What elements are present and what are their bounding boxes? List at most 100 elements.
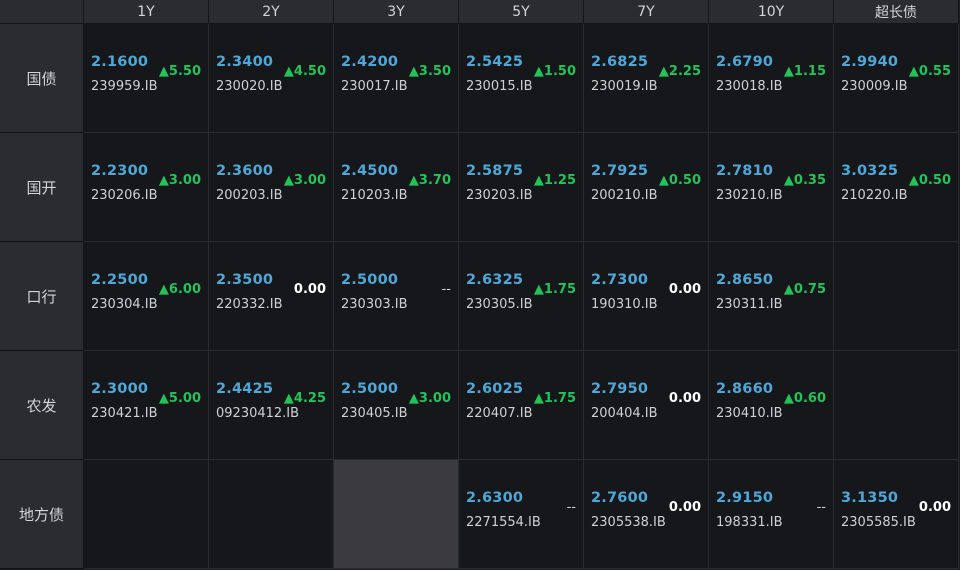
bond-code: 220407.IB <box>466 406 533 421</box>
change-value: ▲6.00 <box>158 282 201 297</box>
quote-cell-r2-1y[interactable]: 2.2500 230304.IB ▲6.00 <box>84 242 209 351</box>
column-header-10y[interactable]: 10Y <box>709 0 834 24</box>
change-value: ▲2.25 <box>658 64 701 79</box>
column-header-3y[interactable]: 3Y <box>334 0 459 24</box>
bond-code: 2271554.IB <box>466 515 541 530</box>
quote-cell-r0-3y[interactable]: 2.4200 230017.IB ▲3.50 <box>334 24 459 133</box>
yield-value: 2.1600 <box>91 54 149 70</box>
quote-cell-r0-1y[interactable]: 2.1600 239959.IB ▲5.50 <box>84 24 209 133</box>
quote-cell-r2-ultra-long <box>834 242 959 351</box>
bond-code: 210203.IB <box>341 188 408 203</box>
quote-cell-r2-7y[interactable]: 2.7300 190310.IB 0.00 <box>584 242 709 351</box>
bond-code: 200404.IB <box>591 406 658 421</box>
row-header-4[interactable]: 地方债 <box>0 460 84 569</box>
change-value: ▲1.15 <box>783 64 826 79</box>
quote-cell-r2-5y[interactable]: 2.6325 230305.IB ▲1.75 <box>459 242 584 351</box>
yield-value: 2.6825 <box>591 54 649 70</box>
yield-value: 2.4425 <box>216 381 274 397</box>
bond-code: 230015.IB <box>466 79 533 94</box>
quote-cell-r3-1y[interactable]: 2.3000 230421.IB ▲5.00 <box>84 351 209 460</box>
yield-value: 2.7810 <box>716 163 774 179</box>
change-value: ▲3.00 <box>408 391 451 406</box>
quote-cell-r2-2y[interactable]: 2.3500 220332.IB 0.00 <box>209 242 334 351</box>
bond-code: 230311.IB <box>716 297 783 312</box>
quote-cell-r1-5y[interactable]: 2.5875 230203.IB ▲1.25 <box>459 133 584 242</box>
quote-cell-r4-ultra-long[interactable]: 3.1350 2305585.IB 0.00 <box>834 460 959 569</box>
quote-cell-r4-5y[interactable]: 2.6300 2271554.IB -- <box>459 460 584 569</box>
yield-value: 2.7950 <box>591 381 649 397</box>
quote-cell-r3-10y[interactable]: 2.8660 230410.IB ▲0.60 <box>709 351 834 460</box>
yield-value: 2.5000 <box>341 272 399 288</box>
quote-cell-r1-2y[interactable]: 2.3600 200203.IB ▲3.00 <box>209 133 334 242</box>
quote-cell-r0-ultra-long[interactable]: 2.9940 230009.IB ▲0.55 <box>834 24 959 133</box>
bond-code: 230405.IB <box>341 406 408 421</box>
change-value: 0.00 <box>668 282 701 297</box>
yield-value: 2.3400 <box>216 54 274 70</box>
column-header-7y[interactable]: 7Y <box>584 0 709 24</box>
quote-cell-r0-7y[interactable]: 2.6825 230019.IB ▲2.25 <box>584 24 709 133</box>
quote-cell-r2-3y[interactable]: 2.5000 230303.IB -- <box>334 242 459 351</box>
yield-value: 2.5425 <box>466 54 524 70</box>
yield-value: 2.5000 <box>341 381 399 397</box>
change-value: ▲0.50 <box>658 173 701 188</box>
change-value: ▲4.50 <box>283 64 326 79</box>
row-header-3[interactable]: 农发 <box>0 351 84 460</box>
yield-value: 2.4500 <box>341 163 399 179</box>
yield-value: 2.4200 <box>341 54 399 70</box>
change-value: ▲0.35 <box>783 173 826 188</box>
quote-cell-r2-10y[interactable]: 2.8650 230311.IB ▲0.75 <box>709 242 834 351</box>
row-header-2[interactable]: 口行 <box>0 242 84 351</box>
column-header-1y[interactable]: 1Y <box>84 0 209 24</box>
quote-cell-r4-10y[interactable]: 2.9150 198331.IB -- <box>709 460 834 569</box>
quote-cell-r0-10y[interactable]: 2.6790 230018.IB ▲1.15 <box>709 24 834 133</box>
quote-cell-r3-5y[interactable]: 2.6025 220407.IB ▲1.75 <box>459 351 584 460</box>
change-value: ▲0.55 <box>908 64 951 79</box>
yield-value: 2.8660 <box>716 381 774 397</box>
change-value: ▲5.50 <box>158 64 201 79</box>
change-value: 0.00 <box>293 282 326 297</box>
row-header-0[interactable]: 国债 <box>0 24 84 133</box>
yield-value: 2.6790 <box>716 54 774 70</box>
column-header-ultra-long[interactable]: 超长债 <box>834 0 959 24</box>
bond-code: 239959.IB <box>91 79 158 94</box>
change-value: ▲1.50 <box>533 64 576 79</box>
change-value: 0.00 <box>918 500 951 515</box>
bond-code: 230018.IB <box>716 79 783 94</box>
bond-code: 230305.IB <box>466 297 533 312</box>
change-value: ▲3.70 <box>408 173 451 188</box>
row-header-1[interactable]: 国开 <box>0 133 84 242</box>
quote-cell-r4-1y <box>84 460 209 569</box>
change-value: ▲3.00 <box>158 173 201 188</box>
change-value: ▲4.25 <box>283 391 326 406</box>
change-value: ▲0.50 <box>908 173 951 188</box>
bond-code: 220332.IB <box>216 297 283 312</box>
quote-cell-r4-7y[interactable]: 2.7600 2305538.IB 0.00 <box>584 460 709 569</box>
quote-cell-r1-7y[interactable]: 2.7925 200210.IB ▲0.50 <box>584 133 709 242</box>
quote-cell-r0-5y[interactable]: 2.5425 230015.IB ▲1.50 <box>459 24 584 133</box>
change-value: ▲3.50 <box>408 64 451 79</box>
quote-cell-r1-1y[interactable]: 2.2300 230206.IB ▲3.00 <box>84 133 209 242</box>
bond-code: 230304.IB <box>91 297 158 312</box>
quote-cell-r4-2y <box>209 460 334 569</box>
quote-cell-r3-3y[interactable]: 2.5000 230405.IB ▲3.00 <box>334 351 459 460</box>
bond-code: 230206.IB <box>91 188 158 203</box>
bond-code: 230410.IB <box>716 406 783 421</box>
column-header-2y[interactable]: 2Y <box>209 0 334 24</box>
bond-code: 230009.IB <box>841 79 908 94</box>
change-value: ▲5.00 <box>158 391 201 406</box>
quote-cell-r3-2y[interactable]: 2.4425 09230412.IB ▲4.25 <box>209 351 334 460</box>
quote-cell-r0-2y[interactable]: 2.3400 230020.IB ▲4.50 <box>209 24 334 133</box>
yield-value: 3.1350 <box>841 490 899 506</box>
change-value: ▲1.75 <box>533 282 576 297</box>
quote-cell-r3-7y[interactable]: 2.7950 200404.IB 0.00 <box>584 351 709 460</box>
bond-code: 200203.IB <box>216 188 283 203</box>
quote-cell-r1-10y[interactable]: 2.7810 230210.IB ▲0.35 <box>709 133 834 242</box>
bond-code: 230203.IB <box>466 188 533 203</box>
change-value: -- <box>816 500 826 515</box>
quote-cell-r1-3y[interactable]: 2.4500 210203.IB ▲3.70 <box>334 133 459 242</box>
quote-cell-r1-ultra-long[interactable]: 3.0325 210220.IB ▲0.50 <box>834 133 959 242</box>
column-header-5y[interactable]: 5Y <box>459 0 584 24</box>
yield-value: 2.9940 <box>841 54 899 70</box>
change-value: ▲0.60 <box>783 391 826 406</box>
bond-code: 230017.IB <box>341 79 408 94</box>
